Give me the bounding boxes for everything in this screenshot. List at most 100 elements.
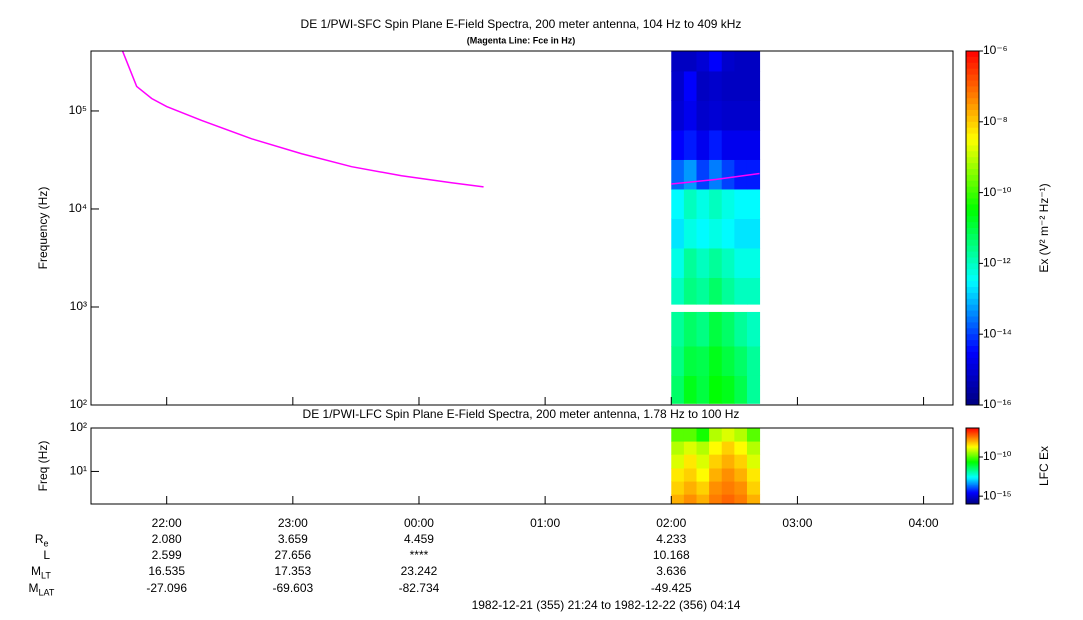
spectrogram-cell (671, 441, 685, 455)
colorbar-swatch (966, 453, 979, 456)
colorbar-swatch (966, 478, 979, 481)
spectrogram-cell (696, 375, 710, 404)
spectrogram-cell (696, 467, 710, 482)
plot-area (671, 428, 761, 504)
colorbar-swatch (966, 210, 979, 217)
spectrogram-cell (709, 218, 723, 249)
spectrogram-cell (671, 311, 685, 347)
colorbar-swatch (966, 462, 979, 464)
spectrogram-cell (671, 375, 685, 404)
colorbar-swatch (966, 448, 979, 451)
colorbar-swatch (966, 127, 979, 135)
colorbar-swatch (966, 222, 979, 229)
ephemeris-value: 23.242 (401, 564, 438, 578)
y-tick-label: 10¹ (70, 464, 87, 478)
spectrogram-cell (721, 467, 735, 482)
spectrogram-cell (721, 454, 735, 469)
colorbar-swatch (966, 490, 979, 492)
ephemeris-value: 17.353 (274, 564, 311, 578)
spectrogram-cell (683, 70, 698, 101)
y-tick-label: 10⁵ (69, 103, 87, 117)
colorbar-swatch (966, 51, 979, 58)
colorbar-swatch (966, 186, 979, 194)
colorbar-swatch (966, 474, 979, 477)
colorbar-swatch (966, 466, 979, 468)
spectrogram-cell (734, 100, 748, 131)
colorbar-swatch (966, 169, 979, 176)
spectrogram-cell (671, 70, 685, 101)
colorbar-swatch (966, 163, 979, 170)
y-tick-label: 10⁴ (68, 201, 87, 215)
colorbar-swatch (966, 439, 979, 442)
spectrogram-cell (734, 467, 748, 482)
x-tick-label: 03:00 (782, 516, 812, 530)
x-tick-label: 02:00 (656, 516, 686, 530)
spectrogram-cell (683, 277, 698, 305)
spectrogram-cell (746, 441, 761, 455)
colorbar-swatch (966, 357, 979, 365)
spectrogram-cell (746, 70, 761, 101)
time-range: 1982-12-21 (355) 21:24 to 1982-12-22 (35… (472, 598, 741, 612)
plot-area (121, 51, 761, 404)
spectrogram-cell (671, 159, 685, 190)
colorbar-swatch (966, 393, 979, 400)
colorbar-swatch (966, 56, 979, 64)
colorbar-swatch (966, 115, 979, 123)
colorbar-swatch (966, 192, 979, 199)
colorbar-tick-label: 10⁻¹⁶ (983, 397, 1012, 411)
spectrogram-cell (683, 454, 698, 469)
spectrogram-cell (671, 481, 685, 495)
ephemeris-value: -49.425 (651, 581, 692, 595)
colorbar-swatch (966, 92, 979, 99)
panel-frame (90, 50, 954, 406)
spectrogram-cell (671, 51, 685, 72)
colorbar-swatch (966, 496, 979, 499)
colorbar-swatch (966, 275, 979, 282)
spectrogram-cell (746, 277, 761, 305)
colorbar-swatch (966, 387, 979, 394)
spectrogram-cell (734, 311, 748, 347)
colorbar-swatch (966, 458, 979, 461)
spectrogram-cell (746, 375, 761, 404)
colorbar-swatch (966, 239, 979, 247)
ephemeris-value: 16.535 (148, 564, 185, 578)
colorbar-swatch (966, 468, 979, 471)
spectrogram-cell (746, 345, 761, 376)
colorbar-swatch (966, 481, 979, 483)
spectrogram-cell (671, 454, 685, 469)
ephemeris-label: M (29, 581, 39, 595)
spectrogram-cell (683, 129, 698, 160)
spectrogram-cell (683, 428, 698, 442)
colorbar-label: Ex (V² m⁻² Hz⁻¹) (1037, 183, 1051, 272)
spectrogram-cell (696, 51, 710, 72)
spectrogram-cell (683, 345, 698, 376)
spectrogram-cell (709, 70, 723, 101)
x-tick-label: 04:00 (909, 516, 939, 530)
colorbar-swatch (966, 445, 979, 448)
spectrogram-cell (696, 454, 710, 469)
spectrogram-cell (721, 494, 735, 504)
colorbar-swatch (966, 443, 979, 445)
spectrogram-cell (734, 277, 748, 305)
colorbar-swatch (966, 121, 979, 129)
spectrogram-cell (671, 218, 685, 249)
colorbar-frame (965, 427, 980, 505)
spectrogram-cell (721, 375, 735, 404)
spectrogram-cell (709, 494, 723, 504)
colorbar-swatch (966, 487, 979, 490)
ephemeris-value: -69.603 (272, 581, 313, 595)
spectrogram-cell (746, 494, 761, 504)
panel-frame (90, 427, 954, 505)
spectrogram-cell (696, 441, 710, 455)
colorbar-swatch (966, 328, 979, 335)
spectrogram-cell (746, 129, 761, 160)
colorbar-swatch (966, 375, 979, 382)
colorbar-swatch (966, 457, 979, 459)
colorbar-swatch (966, 281, 979, 288)
colorbar-swatch (966, 482, 979, 485)
ephemeris-value: 2.080 (152, 532, 182, 546)
spectrogram-cell (683, 159, 698, 190)
ephemeris-label: L (43, 548, 50, 562)
spectrogram-cell (709, 345, 723, 376)
y-axis-label: Frequency (Hz) (36, 187, 50, 270)
